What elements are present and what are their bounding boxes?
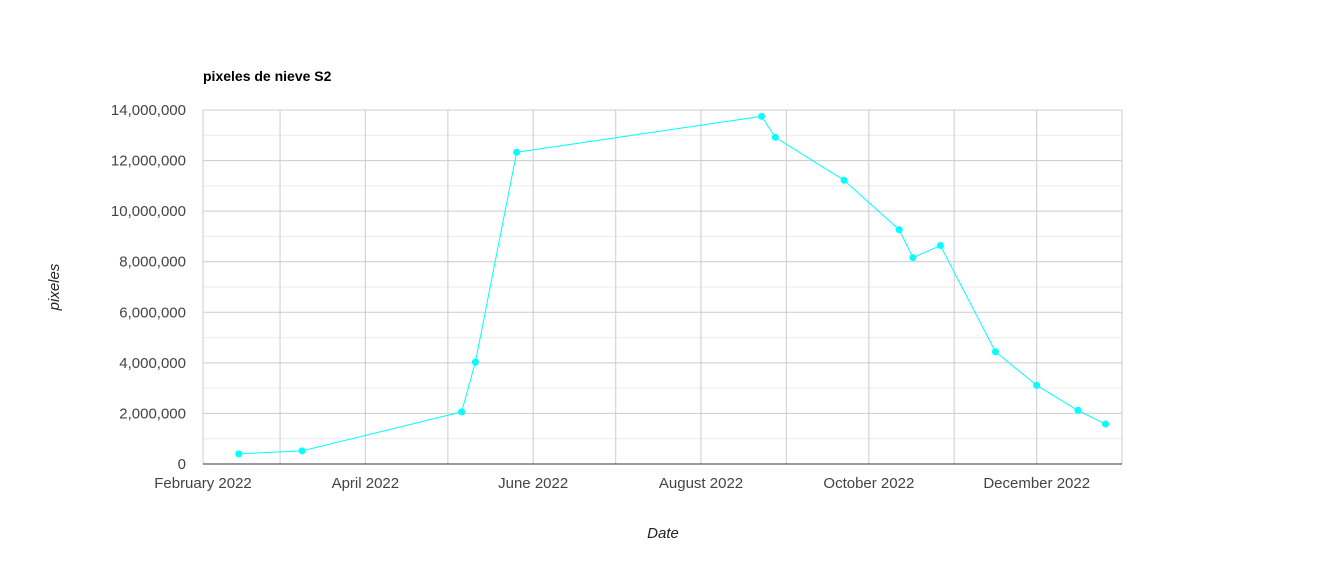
data-point <box>1101 420 1109 428</box>
x-tick-label: February 2022 <box>154 475 252 492</box>
grid <box>203 109 1122 440</box>
x-tick-labels: February 2022 April 2022 June 2022 August 2… <box>154 475 1090 492</box>
series-line <box>238 115 1106 455</box>
x-axis-title: Date <box>647 525 679 542</box>
y-tick-labels: 0 2,000,000 4,000,000 6,000,000 8,000,000 10,… <box>111 102 186 473</box>
y-tick-label: 6,000,000 <box>119 304 186 321</box>
data-point <box>298 447 306 455</box>
y-tick-label: 0 <box>178 456 186 473</box>
data-point <box>1074 406 1082 414</box>
y-tick-label: 14,000,000 <box>111 102 186 119</box>
chart-title: pixeles de nieve S2 <box>203 68 332 84</box>
y-tick-label: 2,000,000 <box>119 405 186 422</box>
y-tick-label: 8,000,000 <box>119 254 186 271</box>
data-point <box>235 450 243 458</box>
y-axis-title: pixeles <box>46 263 63 311</box>
y-tick-label: 12,000,000 <box>111 153 186 170</box>
y-tick-label: 4,000,000 <box>119 355 186 372</box>
x-grid <box>202 110 1123 464</box>
series-layer <box>235 112 1109 458</box>
data-point <box>840 176 848 184</box>
data-point <box>1033 381 1041 389</box>
data-point <box>458 408 466 416</box>
x-tick-label: October 2022 <box>823 475 914 492</box>
data-point <box>936 242 944 250</box>
data-point <box>771 133 779 141</box>
data-point <box>909 254 917 262</box>
x-tick-label: December 2022 <box>983 475 1090 492</box>
x-tick-label: June 2022 <box>498 475 568 492</box>
data-point <box>758 112 766 120</box>
data-point <box>895 226 903 234</box>
x-tick-label: April 2022 <box>332 475 400 492</box>
y-tick-label: 10,000,000 <box>111 203 186 220</box>
data-point <box>513 148 521 156</box>
data-point <box>991 348 999 356</box>
x-tick-label: August 2022 <box>659 475 743 492</box>
data-point <box>471 358 479 366</box>
